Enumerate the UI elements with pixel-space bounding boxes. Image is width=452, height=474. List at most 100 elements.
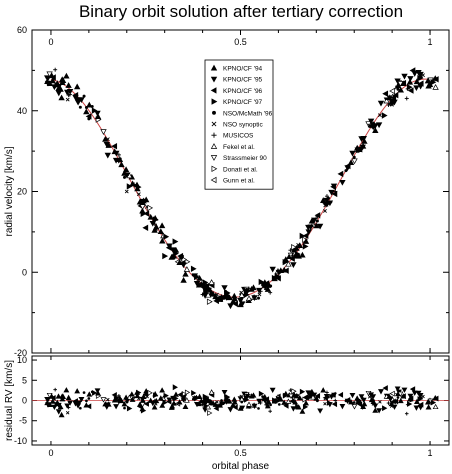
x-tick-label-top: 1 [428, 37, 433, 47]
residual-point [191, 396, 198, 402]
rv-point [49, 77, 56, 84]
residual-point [430, 399, 437, 406]
rv-point [302, 238, 310, 244]
resid-y-axis-label: residual RV [km/s] [4, 360, 15, 441]
rv-point [44, 78, 51, 84]
residual-point [224, 394, 227, 398]
residual-point [337, 391, 344, 398]
residual-point [173, 391, 180, 397]
rv-point [143, 196, 150, 203]
x-tick-label-top: 0.5 [234, 37, 247, 47]
rv-point [149, 220, 156, 227]
rv-point [290, 262, 297, 269]
rv-point [277, 267, 284, 274]
y-axis-label: radial velocity [km/s] [4, 146, 15, 236]
rv-point [390, 94, 397, 101]
residual-point [309, 388, 315, 395]
residual-point [63, 387, 70, 393]
y-tick-label: 20 [17, 187, 27, 197]
legend-marker [210, 76, 218, 83]
rv-point [48, 72, 55, 79]
residual-point [247, 406, 251, 409]
legend-marker [210, 64, 218, 71]
residual-point [351, 404, 358, 410]
residual-point [432, 403, 439, 410]
rv-point [227, 303, 234, 310]
residual-point [237, 405, 244, 411]
rv-point [63, 72, 70, 79]
rv-point [354, 147, 361, 154]
rv-point [163, 233, 170, 240]
residual-point [400, 393, 406, 400]
rv-point [406, 84, 413, 91]
residual-point [162, 399, 168, 406]
residual-point [314, 392, 321, 399]
rv-point [381, 112, 388, 119]
rv-point [337, 170, 344, 178]
residual-point [378, 389, 384, 395]
legend-marker [211, 132, 217, 138]
rv-point [258, 278, 265, 286]
residual-point [54, 401, 60, 408]
residual-point [159, 387, 166, 393]
residual-point [147, 397, 154, 403]
residual-point [268, 409, 272, 414]
rv-point [65, 97, 70, 102]
rv-point [375, 122, 383, 129]
rv-point [123, 175, 127, 179]
residual-point [201, 396, 208, 403]
rv-point [158, 222, 166, 229]
rv-point [383, 97, 390, 104]
residual-point [370, 398, 377, 404]
resid-y-tick-label: -5 [19, 416, 27, 426]
resid-y-tick-label: 5 [22, 375, 27, 385]
residual-point [368, 392, 374, 398]
rv-point [386, 94, 393, 101]
residual-point [213, 405, 219, 412]
rv-point [122, 166, 130, 173]
residual-point [75, 403, 82, 409]
residual-point [232, 404, 238, 411]
residual-point [163, 392, 169, 399]
residual-point [325, 390, 329, 395]
rv-point [351, 158, 358, 165]
residual-point [248, 393, 255, 399]
rv-point [305, 224, 312, 231]
rv-point [302, 243, 309, 250]
rv-point [157, 228, 164, 235]
residual-point [227, 407, 234, 413]
residual-point [320, 387, 327, 393]
residual-point [415, 390, 422, 397]
residual-point [87, 397, 91, 400]
x-tick-label-top: 0 [48, 37, 53, 47]
rv-point [397, 81, 404, 87]
rv-point [215, 292, 219, 297]
rv-point [358, 136, 365, 143]
residual-point [202, 395, 207, 400]
legend-label: Strassmeier 90 [223, 155, 267, 162]
residual-point [145, 394, 149, 399]
rv-point [91, 107, 98, 114]
rv-point [425, 82, 432, 89]
rv-point [72, 94, 79, 101]
rv-point [269, 266, 276, 273]
residual-point [44, 399, 51, 406]
rv-point [124, 173, 129, 178]
rv-point [59, 77, 67, 83]
rv-point [391, 99, 398, 106]
rv-point [213, 297, 219, 305]
residual-point [173, 395, 179, 402]
legend-label: NSO/McMath '96 [223, 110, 273, 117]
rv-point [299, 232, 306, 240]
rv-point [136, 192, 141, 197]
rv-point [394, 85, 399, 90]
residual-point [147, 389, 153, 396]
x-tick-label: 1 [428, 448, 433, 458]
residual-point [205, 404, 212, 410]
residual-point [404, 411, 409, 416]
residual-point [344, 399, 348, 403]
residual-point [244, 396, 250, 403]
rv-point [417, 80, 424, 87]
residual-point [397, 391, 404, 397]
